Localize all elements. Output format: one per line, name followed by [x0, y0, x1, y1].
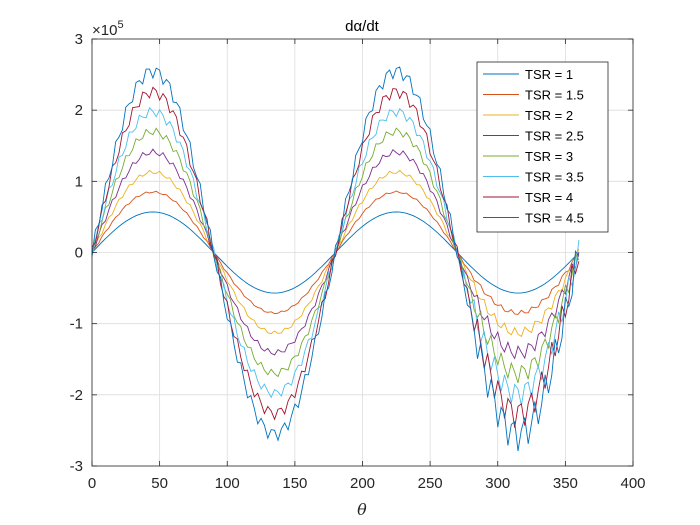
- y-tick-label: 2: [75, 102, 83, 119]
- y-multiplier-base: ×10: [92, 22, 117, 39]
- legend-label: TSR = 2.5: [525, 129, 584, 144]
- ticks: 0 50 100 150 200 250 300 350 400 -3 -2 -1 0 1 2 3: [70, 31, 646, 492]
- legend-label: TSR = 2: [525, 108, 573, 123]
- legend-label: TSR = 1.5: [525, 88, 584, 103]
- x-tick-label: 200: [350, 475, 375, 492]
- x-tick-label: 300: [485, 475, 510, 492]
- y-tick-label: -2: [70, 387, 83, 404]
- y-tick-label: 0: [75, 245, 83, 262]
- series-line-8: [91, 66, 580, 452]
- y-tick-label: 1: [75, 173, 83, 190]
- series-line-7: [91, 86, 580, 428]
- y-tick-label: -3: [70, 458, 83, 475]
- x-tick-label: 0: [88, 475, 96, 492]
- series-line-6: [91, 106, 580, 406]
- y-tick-label: 3: [75, 31, 83, 48]
- legend: TSR = 1 TSR = 1.5 TSR = 2 TSR = 2.5 TSR = 3 T…: [476, 61, 609, 233]
- legend-label: TSR = 3.5: [525, 170, 584, 185]
- y-tick-label: -1: [70, 316, 83, 333]
- legend-label: TSR = 4.5: [525, 211, 584, 226]
- x-tick-label: 250: [418, 475, 443, 492]
- legend-label: TSR = 3: [525, 149, 573, 164]
- x-tick-label: 150: [282, 475, 307, 492]
- legend-label: TSR = 1: [525, 67, 573, 82]
- chart-title: dα/dt: [345, 18, 380, 35]
- y-multiplier-exponent: 5: [117, 19, 123, 31]
- x-tick-label: 400: [620, 475, 645, 492]
- x-tick-label: 350: [553, 475, 578, 492]
- x-tick-label: 100: [215, 475, 240, 492]
- x-axis-label: θ: [357, 500, 367, 519]
- y-multiplier: ×105: [92, 19, 124, 39]
- series-layer: [91, 66, 580, 452]
- legend-label: TSR = 4: [525, 190, 573, 205]
- x-tick-label: 50: [151, 475, 168, 492]
- legend-box: [476, 61, 609, 233]
